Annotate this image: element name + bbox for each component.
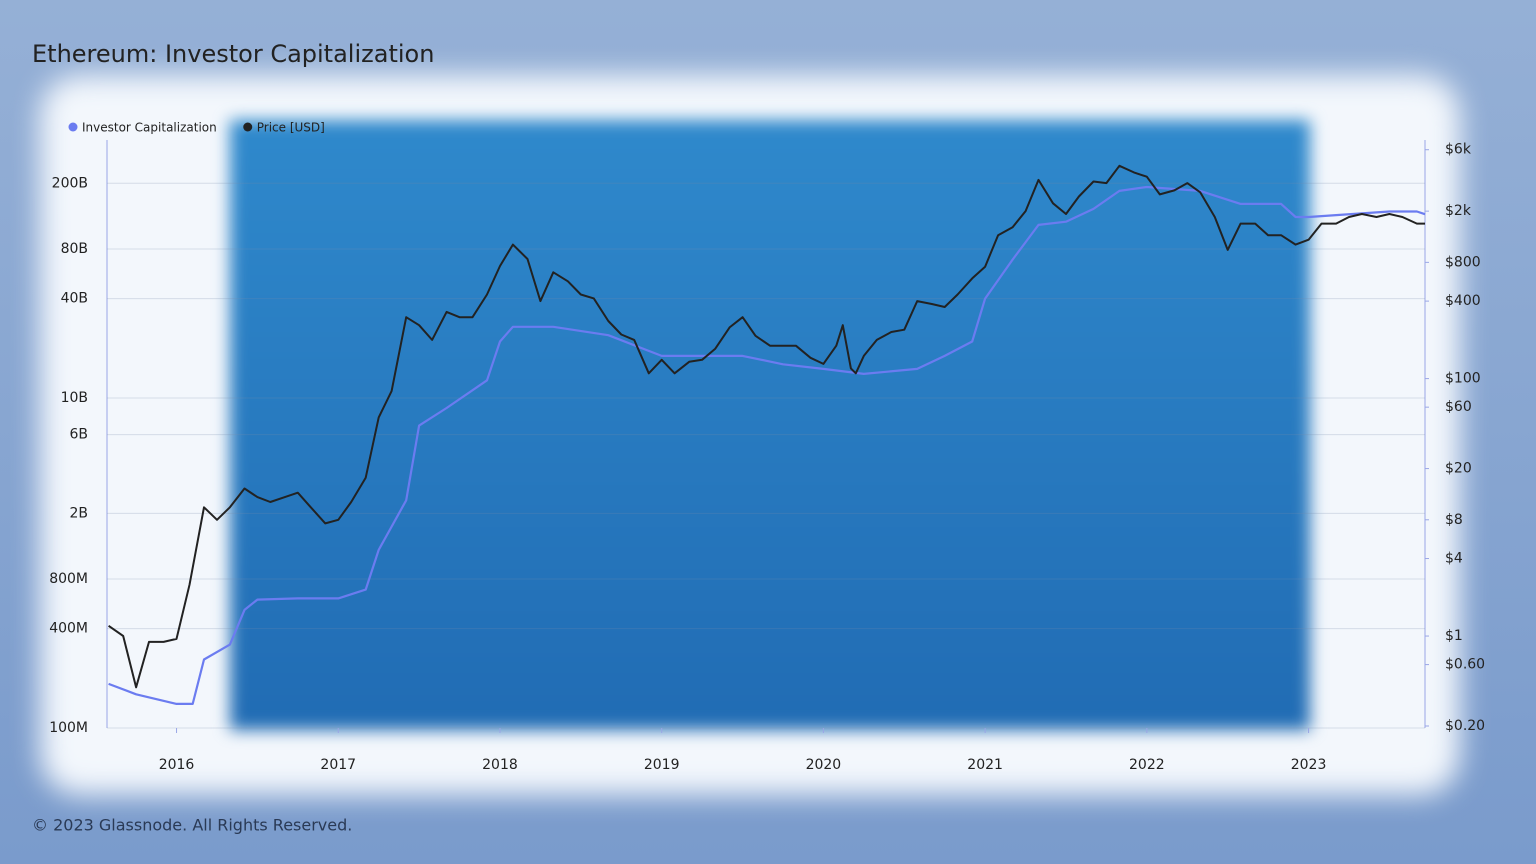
x-tick-label: 2021	[967, 757, 1003, 773]
x-tick-label: 2018	[482, 757, 518, 773]
y-tick-label: 400M	[49, 621, 88, 637]
y2-tick-label: $8	[1445, 512, 1463, 528]
y-tick-label: 2B	[69, 505, 88, 521]
y2-tick-label: $1	[1445, 628, 1463, 644]
x-tick-label: 2017	[320, 757, 356, 773]
y-tick-label: 200B	[52, 175, 88, 191]
x-tick-label: 2022	[1129, 757, 1165, 773]
x-tick-label: 2020	[806, 757, 842, 773]
y2-tick-label: $6k	[1445, 142, 1472, 158]
series-line	[108, 185, 1426, 705]
y-tick-label: 6B	[69, 427, 88, 443]
legend-marker	[68, 122, 78, 132]
series-line	[108, 164, 1425, 689]
y2-tick-label: $0.60	[1445, 657, 1485, 673]
x-tick-label: 2019	[644, 757, 680, 773]
y2-tick-label: $0.20	[1445, 718, 1485, 734]
x-tick-label: 2023	[1291, 757, 1327, 773]
footer: © 2023 Glassnode. All Rights Reserved.	[32, 816, 352, 835]
legend-label: Investor Capitalization	[82, 121, 217, 135]
y-tick-label: 100M	[49, 720, 88, 736]
y2-tick-label: $4	[1445, 551, 1463, 567]
y2-tick-label: $2k	[1445, 203, 1472, 219]
panel-glow	[230, 120, 1310, 730]
x-tick-label: 2016	[159, 757, 195, 773]
y-tick-label: 40B	[61, 291, 88, 307]
legend-marker	[243, 122, 253, 132]
y2-tick-label: $20	[1445, 461, 1472, 477]
y-tick-label: 10B	[61, 390, 88, 406]
legend-label: Price [USD]	[257, 121, 325, 135]
chart-title: Ethereum: Investor Capitalization	[32, 40, 434, 68]
y2-tick-label: $60	[1445, 399, 1472, 415]
y2-tick-label: $100	[1445, 371, 1481, 387]
y2-tick-label: $800	[1445, 254, 1481, 270]
y-tick-label: 800M	[49, 571, 88, 587]
y2-tick-label: $400	[1445, 293, 1481, 309]
y-tick-label: 80B	[61, 241, 88, 257]
